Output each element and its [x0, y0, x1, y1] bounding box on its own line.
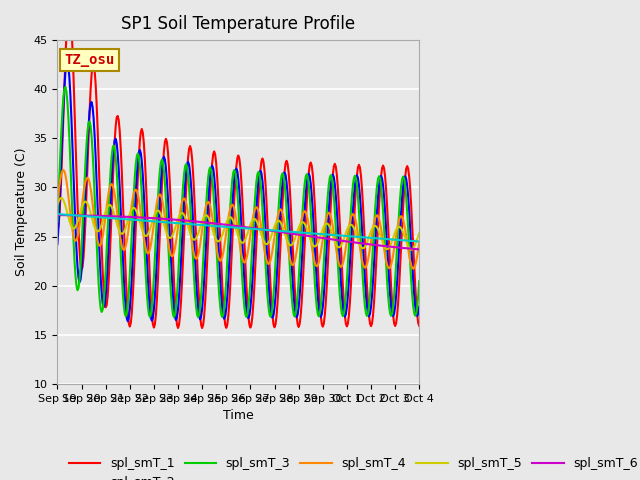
Line: spl_smT_6: spl_smT_6 — [58, 215, 419, 250]
Line: spl_smT_5: spl_smT_5 — [58, 198, 419, 250]
Text: TZ_osu: TZ_osu — [65, 53, 115, 67]
Line: spl_smT_2: spl_smT_2 — [58, 61, 419, 321]
Line: spl_smT_7: spl_smT_7 — [58, 214, 419, 241]
Line: spl_smT_1: spl_smT_1 — [58, 6, 419, 328]
Y-axis label: Soil Temperature (C): Soil Temperature (C) — [15, 148, 28, 276]
Legend: spl_smT_1, spl_smT_2, spl_smT_3, spl_smT_4, spl_smT_5, spl_smT_6, spl_smT_7: spl_smT_1, spl_smT_2, spl_smT_3, spl_smT… — [63, 452, 640, 480]
X-axis label: Time: Time — [223, 409, 253, 422]
Line: spl_smT_3: spl_smT_3 — [58, 87, 419, 317]
Title: SP1 Soil Temperature Profile: SP1 Soil Temperature Profile — [121, 15, 355, 33]
Line: spl_smT_4: spl_smT_4 — [58, 170, 419, 269]
